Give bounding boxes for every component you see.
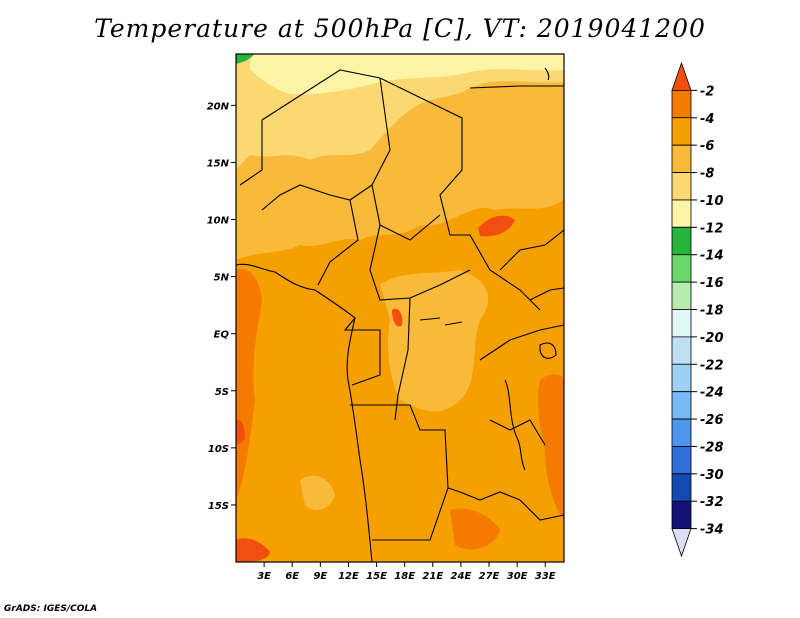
- colorbar-swatch: [671, 500, 692, 530]
- x-tick-label: 15E: [366, 571, 387, 582]
- map-frame: [235, 53, 565, 563]
- colorbar-swatch: [671, 363, 692, 393]
- field-cool-patch-south: [300, 475, 335, 511]
- x-tick-label: 21E: [422, 571, 443, 582]
- field-warm-patch-se: [450, 508, 500, 550]
- y-tick-label: 10S: [208, 444, 229, 455]
- x-tick-label: 18E: [394, 571, 415, 582]
- colorbar-swatch: [671, 309, 692, 338]
- y-tick-label: 5S: [215, 387, 229, 398]
- colorbar-label: -18: [700, 304, 724, 319]
- colorbar-label: -4: [700, 112, 714, 127]
- country-borders: [236, 67, 564, 562]
- y-tick-label: EQ: [214, 330, 230, 341]
- y-tick-label: 5N: [214, 273, 230, 284]
- field-warmest-patch-congo: [392, 308, 403, 327]
- colorbar-label: -12: [700, 221, 724, 236]
- colorbar-swatch: [671, 391, 692, 420]
- colorbar-swatch: [671, 172, 692, 201]
- field-cool-patch-congo: [380, 270, 489, 412]
- y-tick-label: 20N: [207, 101, 230, 112]
- colorbar-label: -10: [700, 194, 724, 209]
- colorbar-label: -14: [700, 249, 724, 264]
- x-tick-label: 24E: [451, 571, 472, 582]
- colorbar-label: -24: [700, 386, 724, 401]
- y-axis: 20N 15N 10N 5N EQ 5S 10S 15S: [207, 101, 236, 512]
- colorbar-swatch: [671, 473, 692, 502]
- x-tick-label: 3E: [257, 571, 271, 582]
- y-tick-label: 15S: [208, 501, 229, 512]
- colorbar-label: -28: [700, 440, 724, 455]
- field-coolest-north: [250, 54, 564, 95]
- colorbar-swatch: [671, 446, 692, 475]
- colorbar-swatch: [671, 144, 692, 173]
- x-tick-label: 27E: [479, 571, 500, 582]
- colorbar-swatch: [671, 89, 692, 119]
- colorbar-label: -20: [700, 331, 724, 346]
- colorbar-swatch: [671, 418, 692, 447]
- x-tick-label: 33E: [535, 571, 556, 582]
- temperature-field: [236, 54, 564, 562]
- colorbar-label: -6: [700, 139, 714, 154]
- colorbar-swatch: [671, 336, 692, 365]
- colorbar-swatch: [671, 117, 692, 146]
- grads-credit: GrADS: IGES/COLA: [4, 604, 98, 614]
- field-warmest-patch-west: [236, 419, 245, 445]
- colorbar-label: -34: [700, 523, 724, 538]
- colorbar-label: -16: [700, 276, 724, 291]
- colorbar-label: -22: [700, 358, 724, 373]
- x-tick-label: 30E: [507, 571, 528, 582]
- map-title: Temperature at 500hPa [C], VT: 201904120…: [94, 14, 706, 43]
- colorbar: -2 -4 -6 -8 -10 -12 -14 -16 -18 -20 -22 -24 -26 -28 -3…: [671, 61, 724, 558]
- colorbar-label: -30: [700, 468, 724, 483]
- field-warmest-patch-chad: [478, 215, 515, 237]
- colorbar-swatch: [671, 281, 692, 310]
- field-warm-patch-east: [537, 374, 564, 520]
- x-tick-label: 6E: [285, 571, 299, 582]
- field-warm-patch-west: [236, 269, 262, 500]
- colorbar-swatch: [671, 226, 692, 256]
- x-tick-label: 12E: [338, 571, 359, 582]
- colorbar-label: -8: [700, 167, 714, 182]
- field-warmest-patch-sw: [236, 538, 270, 562]
- colorbar-label: -32: [700, 495, 724, 510]
- x-axis: 3E 6E 9E 12E 15E 18E 21E 24E 27E 30E 33E: [257, 562, 556, 582]
- colorbar-label: -2: [700, 84, 714, 99]
- y-tick-label: 10N: [207, 216, 230, 227]
- colorbar-swatch: [671, 61, 692, 91]
- colorbar-swatch: [671, 254, 692, 283]
- x-tick-label: 9E: [313, 571, 327, 582]
- colorbar-swatch: [671, 199, 692, 228]
- y-tick-label: 15N: [207, 158, 230, 169]
- field-green-corner: [236, 54, 254, 64]
- colorbar-swatch: [671, 528, 692, 558]
- field-cool-patch-west: [236, 198, 270, 250]
- colorbar-label: -26: [700, 413, 724, 428]
